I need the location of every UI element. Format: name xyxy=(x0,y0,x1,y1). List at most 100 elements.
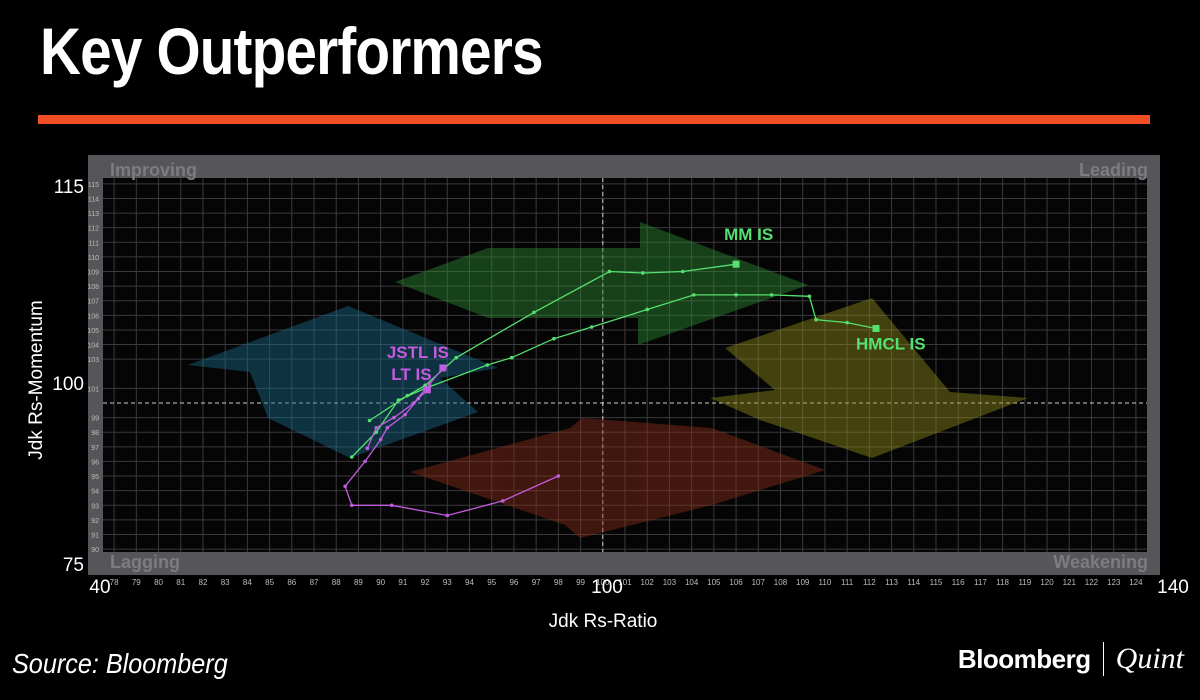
arrow-left-blue xyxy=(188,306,498,458)
x-tick-label: 114 xyxy=(907,578,920,587)
series-mm-is: MM IS xyxy=(367,225,773,423)
data-point xyxy=(367,418,372,423)
brand-secondary: Quint xyxy=(1115,642,1184,675)
x-tick-label: 91 xyxy=(398,578,407,587)
y-tick-label: 109 xyxy=(87,270,99,277)
data-point xyxy=(607,269,612,274)
data-point xyxy=(445,513,450,518)
x-major-label-left: 40 xyxy=(89,577,110,598)
y-tick-label: 98 xyxy=(91,430,99,437)
brand-primary: Bloomberg xyxy=(957,643,1091,674)
series-hmcl-is: HMCL IS xyxy=(349,293,926,459)
y-major-label-top: 115 xyxy=(54,177,84,198)
x-tick-label: 88 xyxy=(332,578,341,587)
y-tick-label: 97 xyxy=(91,445,99,452)
data-point xyxy=(365,446,370,451)
x-tick-label: 124 xyxy=(1129,578,1143,587)
x-tick-label: 92 xyxy=(421,578,430,587)
x-tick-label: 100 xyxy=(596,578,610,587)
y-tick-label: 105 xyxy=(87,328,99,335)
series-line-lt-is xyxy=(344,389,559,517)
data-point xyxy=(680,269,685,274)
y-major-label-bottom: 75 xyxy=(63,555,84,576)
x-tick-label: 86 xyxy=(287,578,296,587)
x-tick-label: 80 xyxy=(154,578,163,587)
x-tick-label: 83 xyxy=(221,578,230,587)
data-point xyxy=(734,293,738,297)
x-tick-label: 104 xyxy=(685,578,699,587)
x-tick-label: 94 xyxy=(465,578,474,587)
x-major-label-mid: 100 xyxy=(591,577,623,598)
quadrant-label-weakening: Weakening xyxy=(1053,552,1148,572)
data-point xyxy=(814,317,818,322)
x-tick-label: 109 xyxy=(796,578,810,587)
arrow-top-green xyxy=(395,222,808,345)
x-tick-label: 102 xyxy=(641,578,655,587)
data-point xyxy=(769,293,774,297)
data-point xyxy=(374,426,379,430)
y-tick-label: 115 xyxy=(88,182,99,189)
x-axis-label: Jdk Rs-Ratio xyxy=(549,611,658,632)
x-tick-label: 110 xyxy=(819,578,832,587)
series-head-mm-is xyxy=(732,260,740,268)
data-point xyxy=(509,355,514,360)
y-tick-label: 95 xyxy=(91,474,99,481)
y-tick-label: 92 xyxy=(91,518,99,525)
x-tick-label: 111 xyxy=(841,578,854,587)
quadrant-label-leading: Leading xyxy=(1079,160,1148,180)
series-label-lt-is: LT IS xyxy=(391,365,431,384)
data-point xyxy=(454,355,458,360)
x-tick-label: 123 xyxy=(1107,578,1121,587)
data-point xyxy=(427,382,432,386)
rotation-arrows xyxy=(188,222,1028,538)
x-tick-label: 118 xyxy=(996,578,1009,587)
y-tick-label: 108 xyxy=(87,284,99,291)
data-point xyxy=(349,455,354,459)
data-point xyxy=(501,499,505,503)
x-tick-label: 117 xyxy=(974,578,987,587)
series-layer: MM IS HMCL IS JSTL IS LT IS xyxy=(343,225,926,518)
data-point xyxy=(385,426,390,430)
tick-labels: 78 79 80 81 82 83 84 85 86 87 88 89 90 91 92 93 94 95 96 97… xyxy=(87,182,1143,587)
y-tick-label: 93 xyxy=(91,503,99,510)
arrow-bottom-red xyxy=(410,418,825,538)
data-point xyxy=(645,307,650,312)
y-tick-label: 103 xyxy=(87,357,99,364)
x-tick-label: 97 xyxy=(532,578,541,587)
x-tick-label: 113 xyxy=(885,578,898,587)
x-tick-label: 115 xyxy=(930,578,943,587)
series-line-hmcl-is xyxy=(351,294,877,458)
y-tick-label: 96 xyxy=(91,459,99,466)
x-tick-label: 78 xyxy=(110,578,119,587)
data-point xyxy=(532,310,536,315)
data-point xyxy=(378,437,383,442)
data-point xyxy=(349,503,354,508)
x-tick-label: 120 xyxy=(1040,578,1054,587)
x-tick-label: 82 xyxy=(199,578,208,587)
page-title: Key Outperformers xyxy=(40,14,544,88)
x-tick-label: 98 xyxy=(554,578,563,587)
x-tick-label: 112 xyxy=(863,578,876,587)
source-note: Source: Bloomberg xyxy=(12,648,228,679)
data-point xyxy=(485,363,490,367)
quadrant-label-lagging: Lagging xyxy=(110,552,180,572)
data-point xyxy=(343,484,347,489)
y-tick-label: 114 xyxy=(88,196,99,203)
data-point xyxy=(692,293,696,297)
x-tick-label: 89 xyxy=(354,578,363,587)
x-tick-label: 122 xyxy=(1085,578,1099,587)
grid xyxy=(103,178,1147,552)
y-tick-label: 94 xyxy=(91,489,99,496)
data-point xyxy=(807,294,812,299)
y-tick-label: 91 xyxy=(91,532,99,539)
x-tick-label: 84 xyxy=(243,578,252,587)
y-tick-label: 111 xyxy=(88,240,99,247)
y-tick-label: 90 xyxy=(91,547,99,554)
x-tick-label: 107 xyxy=(752,578,766,587)
data-point xyxy=(389,503,394,508)
y-tick-label: 99 xyxy=(91,416,99,423)
data-point xyxy=(556,474,561,478)
data-point xyxy=(416,396,421,401)
series-label-mm-is: MM IS xyxy=(724,225,773,244)
